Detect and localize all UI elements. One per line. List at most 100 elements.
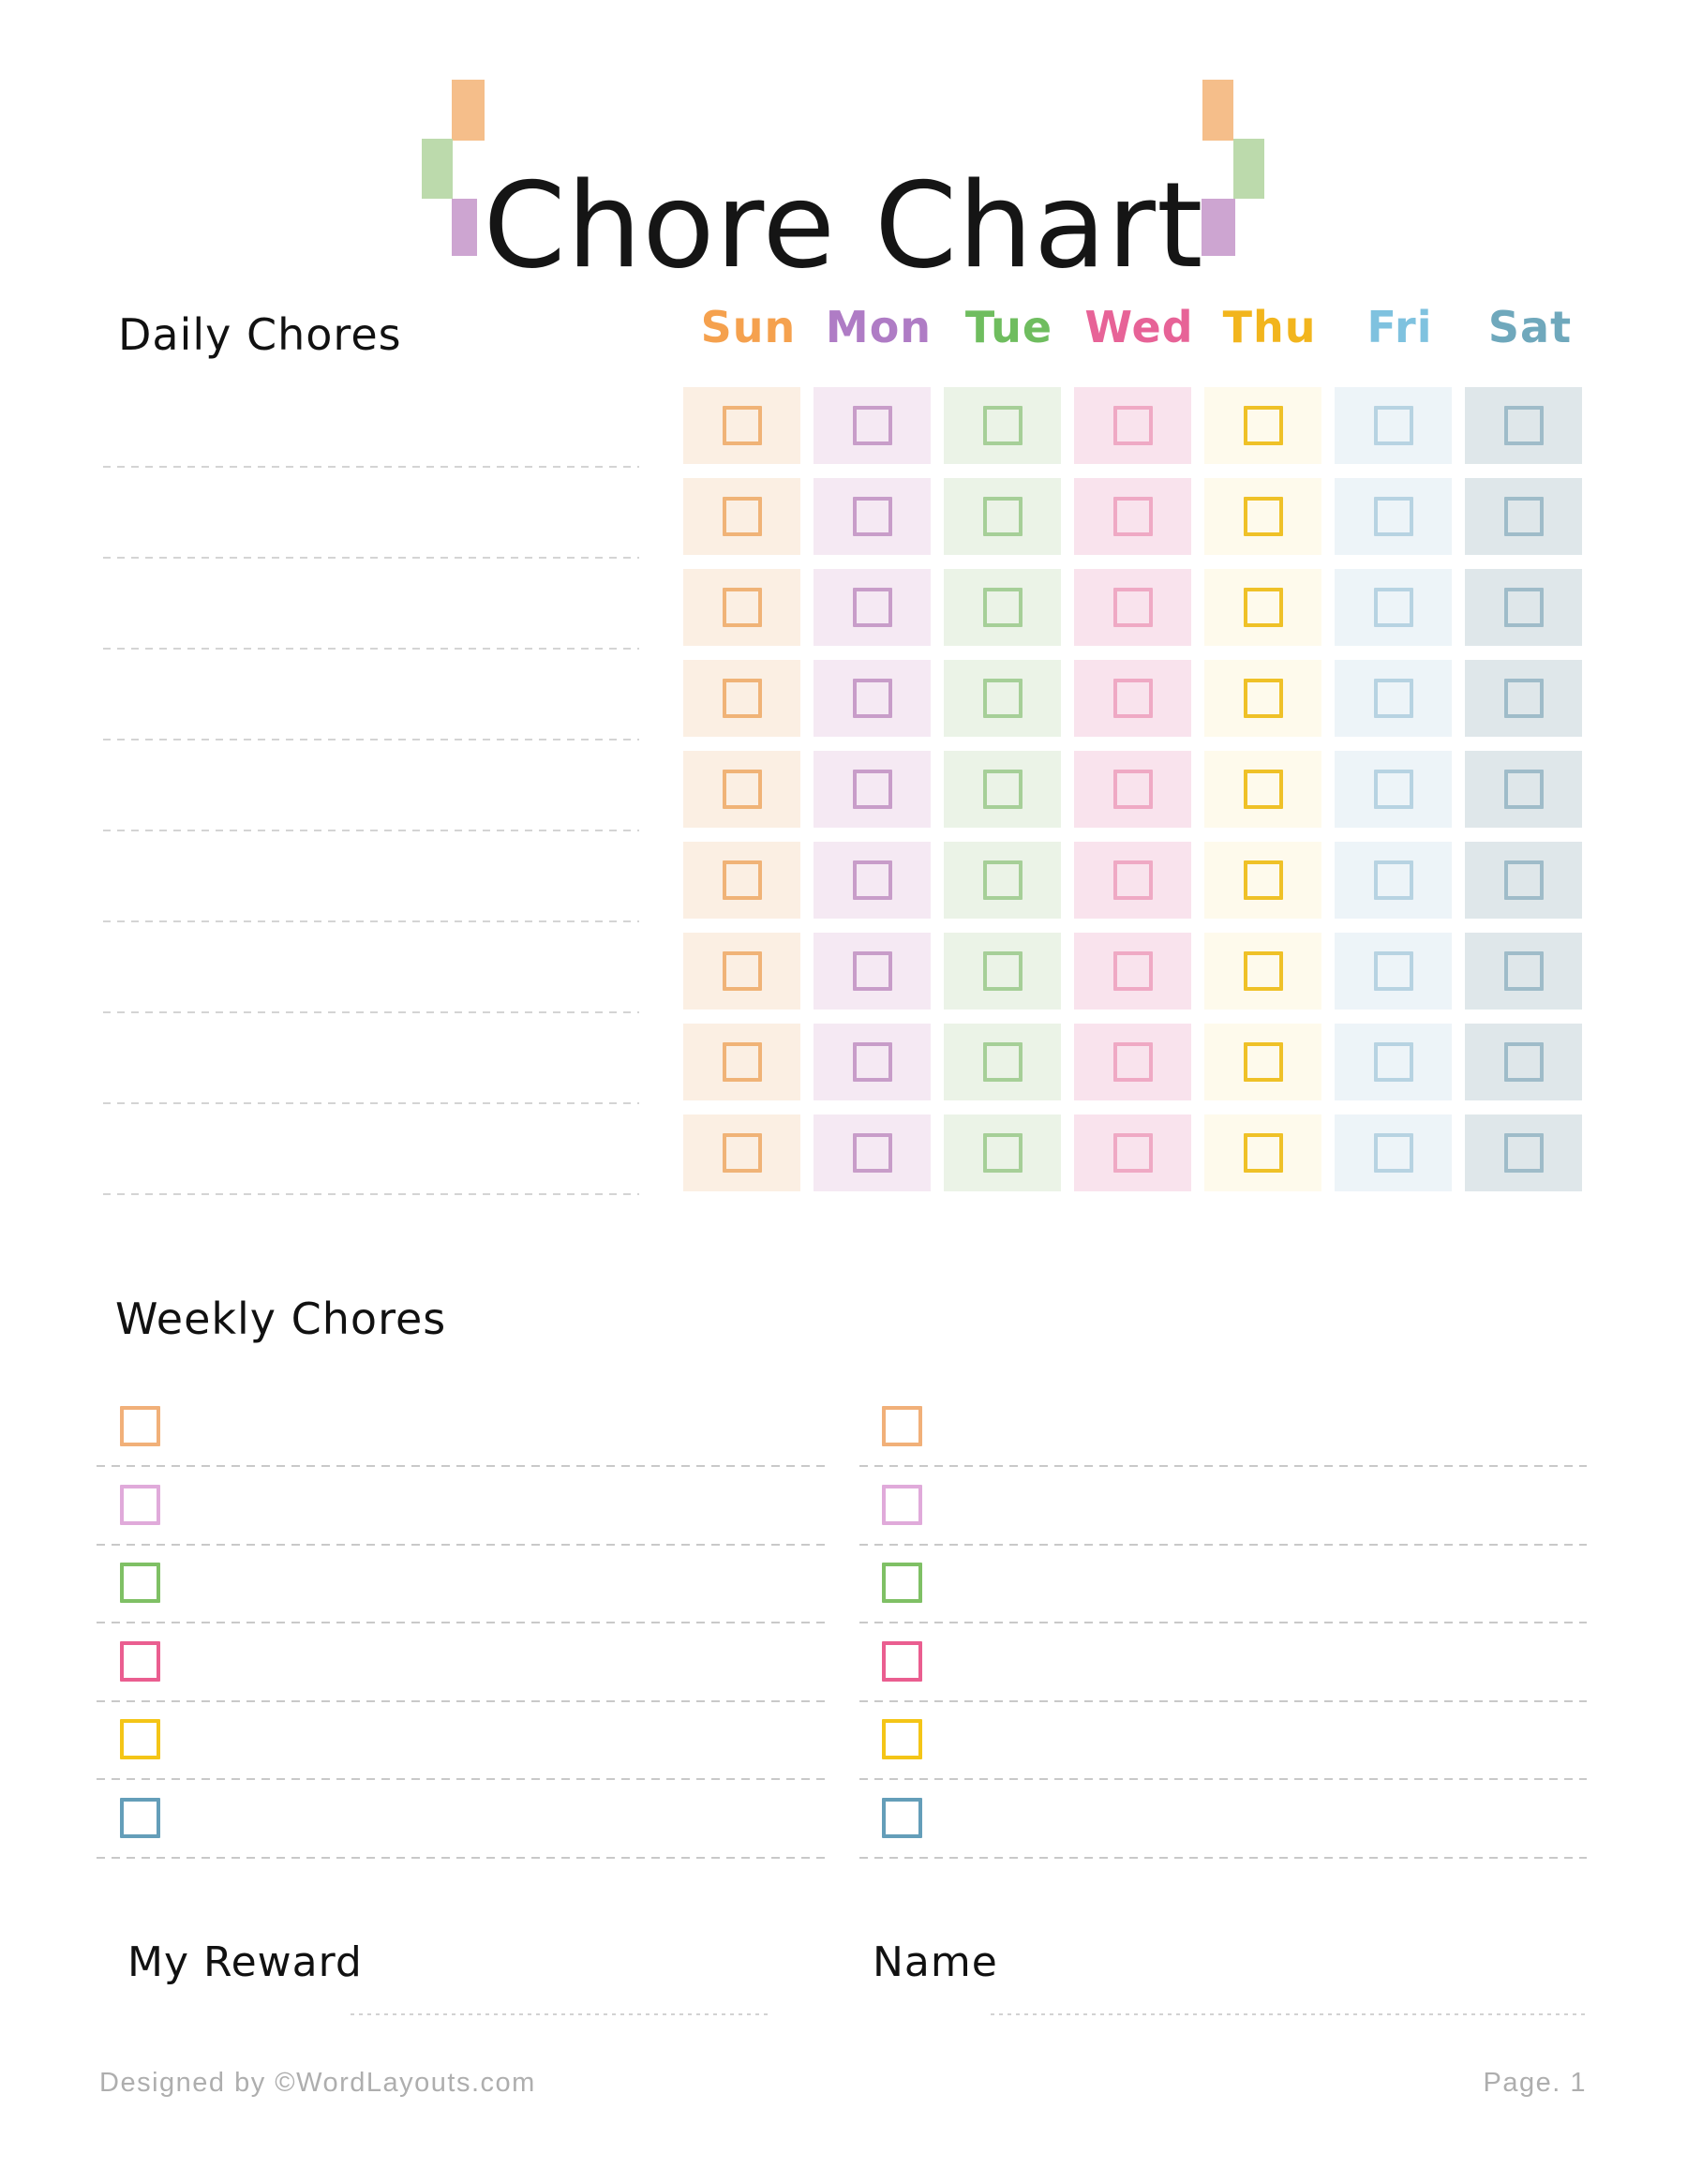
daily-checkbox-thu-row7[interactable] (1243, 951, 1283, 991)
daily-checkbox-sat-row1[interactable] (1503, 406, 1544, 445)
daily-cell-sat-row7 (1465, 933, 1582, 1010)
daily-checkbox-sun-row9[interactable] (722, 1133, 762, 1173)
weekly-chore-writing-line-col2-row6[interactable] (859, 1857, 1587, 1859)
daily-chore-writing-line-4[interactable] (103, 739, 639, 740)
daily-chore-writing-line-9[interactable] (103, 1193, 639, 1195)
daily-checkbox-thu-row3[interactable] (1243, 588, 1283, 627)
daily-checkbox-wed-row9[interactable] (1112, 1133, 1153, 1173)
weekly-chore-writing-line-col2-row5[interactable] (859, 1778, 1587, 1780)
daily-checkbox-tue-row3[interactable] (982, 588, 1023, 627)
daily-chore-writing-line-1[interactable] (103, 466, 639, 468)
daily-checkbox-sat-row3[interactable] (1503, 588, 1544, 627)
daily-checkbox-tue-row9[interactable] (982, 1133, 1023, 1173)
daily-checkbox-tue-row7[interactable] (982, 951, 1023, 991)
weekly-chore-writing-line-col1-row3[interactable] (97, 1622, 825, 1623)
daily-checkbox-tue-row5[interactable] (982, 770, 1023, 809)
weekly-checkbox-col1-row6[interactable] (120, 1798, 160, 1838)
daily-checkbox-wed-row8[interactable] (1112, 1042, 1153, 1082)
daily-checkbox-wed-row5[interactable] (1112, 770, 1153, 809)
weekly-checkbox-col1-row1[interactable] (120, 1406, 160, 1446)
daily-checkbox-sat-row5[interactable] (1503, 770, 1544, 809)
daily-checkbox-tue-row8[interactable] (982, 1042, 1023, 1082)
weekly-checkbox-col1-row5[interactable] (120, 1719, 160, 1759)
daily-checkbox-tue-row6[interactable] (982, 860, 1023, 900)
daily-checkbox-mon-row2[interactable] (852, 497, 892, 536)
daily-checkbox-fri-row1[interactable] (1373, 406, 1413, 445)
daily-checkbox-mon-row6[interactable] (852, 860, 892, 900)
weekly-chore-writing-line-col1-row1[interactable] (97, 1465, 825, 1467)
daily-checkbox-fri-row4[interactable] (1373, 679, 1413, 718)
weekly-checkbox-col1-row3[interactable] (120, 1563, 160, 1603)
daily-checkbox-thu-row4[interactable] (1243, 679, 1283, 718)
daily-checkbox-wed-row6[interactable] (1112, 860, 1153, 900)
weekly-checkbox-col2-row6[interactable] (882, 1798, 922, 1838)
daily-checkbox-sun-row5[interactable] (722, 770, 762, 809)
weekly-checkbox-col2-row4[interactable] (882, 1641, 922, 1682)
daily-checkbox-thu-row1[interactable] (1243, 406, 1283, 445)
daily-checkbox-tue-row4[interactable] (982, 679, 1023, 718)
daily-checkbox-thu-row8[interactable] (1243, 1042, 1283, 1082)
daily-checkbox-tue-row1[interactable] (982, 406, 1023, 445)
daily-checkbox-sun-row4[interactable] (722, 679, 762, 718)
weekly-chore-writing-line-col2-row2[interactable] (859, 1544, 1587, 1546)
daily-checkbox-wed-row4[interactable] (1112, 679, 1153, 718)
weekly-chore-writing-line-col1-row5[interactable] (97, 1778, 825, 1780)
daily-checkbox-sat-row4[interactable] (1503, 679, 1544, 718)
daily-checkbox-mon-row4[interactable] (852, 679, 892, 718)
daily-chore-writing-line-8[interactable] (103, 1102, 639, 1104)
daily-checkbox-fri-row5[interactable] (1373, 770, 1413, 809)
daily-chore-writing-line-3[interactable] (103, 648, 639, 650)
daily-checkbox-fri-row3[interactable] (1373, 588, 1413, 627)
weekly-chore-writing-line-col2-row4[interactable] (859, 1700, 1587, 1702)
daily-chore-writing-line-7[interactable] (103, 1011, 639, 1013)
daily-checkbox-mon-row9[interactable] (852, 1133, 892, 1173)
weekly-checkbox-col2-row5[interactable] (882, 1719, 922, 1759)
daily-checkbox-sat-row8[interactable] (1503, 1042, 1544, 1082)
daily-checkbox-sat-row9[interactable] (1503, 1133, 1544, 1173)
daily-checkbox-fri-row2[interactable] (1373, 497, 1413, 536)
daily-checkbox-sun-row8[interactable] (722, 1042, 762, 1082)
daily-checkbox-mon-row7[interactable] (852, 951, 892, 991)
name-writing-line[interactable] (991, 2013, 1587, 2015)
weekly-checkbox-col2-row3[interactable] (882, 1563, 922, 1603)
daily-checkbox-sat-row2[interactable] (1503, 497, 1544, 536)
weekly-checkbox-col1-row4[interactable] (120, 1641, 160, 1682)
daily-chore-writing-line-6[interactable] (103, 920, 639, 922)
daily-checkbox-mon-row3[interactable] (852, 588, 892, 627)
daily-cell-mon-row4 (814, 660, 931, 737)
daily-checkbox-sun-row6[interactable] (722, 860, 762, 900)
weekly-checkbox-col1-row2[interactable] (120, 1485, 160, 1525)
daily-checkbox-fri-row9[interactable] (1373, 1133, 1413, 1173)
daily-checkbox-tue-row2[interactable] (982, 497, 1023, 536)
daily-checkbox-mon-row5[interactable] (852, 770, 892, 809)
daily-checkbox-wed-row2[interactable] (1112, 497, 1153, 536)
daily-chore-writing-line-2[interactable] (103, 557, 639, 559)
weekly-chore-writing-line-col1-row2[interactable] (97, 1544, 825, 1546)
daily-checkbox-fri-row6[interactable] (1373, 860, 1413, 900)
daily-checkbox-sat-row6[interactable] (1503, 860, 1544, 900)
weekly-chore-writing-line-col2-row1[interactable] (859, 1465, 1587, 1467)
daily-checkbox-mon-row1[interactable] (852, 406, 892, 445)
weekly-chore-writing-line-col1-row4[interactable] (97, 1700, 825, 1702)
daily-checkbox-wed-row7[interactable] (1112, 951, 1153, 991)
my-reward-writing-line[interactable] (351, 2013, 769, 2015)
daily-checkbox-thu-row2[interactable] (1243, 497, 1283, 536)
weekly-checkbox-col2-row1[interactable] (882, 1406, 922, 1446)
weekly-chore-writing-line-col2-row3[interactable] (859, 1622, 1587, 1623)
daily-checkbox-thu-row5[interactable] (1243, 770, 1283, 809)
daily-checkbox-fri-row8[interactable] (1373, 1042, 1413, 1082)
daily-checkbox-sun-row1[interactable] (722, 406, 762, 445)
daily-checkbox-sun-row7[interactable] (722, 951, 762, 991)
daily-checkbox-thu-row6[interactable] (1243, 860, 1283, 900)
daily-checkbox-fri-row7[interactable] (1373, 951, 1413, 991)
daily-checkbox-wed-row3[interactable] (1112, 588, 1153, 627)
weekly-chore-writing-line-col1-row6[interactable] (97, 1857, 825, 1859)
daily-checkbox-sun-row3[interactable] (722, 588, 762, 627)
weekly-checkbox-col2-row2[interactable] (882, 1485, 922, 1525)
daily-checkbox-thu-row9[interactable] (1243, 1133, 1283, 1173)
daily-checkbox-sat-row7[interactable] (1503, 951, 1544, 991)
daily-checkbox-sun-row2[interactable] (722, 497, 762, 536)
daily-checkbox-mon-row8[interactable] (852, 1042, 892, 1082)
daily-checkbox-wed-row1[interactable] (1112, 406, 1153, 445)
daily-chore-writing-line-5[interactable] (103, 830, 639, 831)
